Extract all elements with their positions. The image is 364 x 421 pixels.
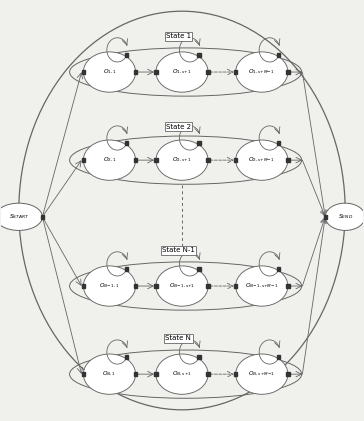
Polygon shape bbox=[125, 267, 128, 271]
Polygon shape bbox=[134, 158, 137, 162]
Ellipse shape bbox=[236, 140, 288, 180]
Polygon shape bbox=[125, 53, 128, 57]
Polygon shape bbox=[82, 158, 85, 162]
Ellipse shape bbox=[156, 52, 208, 92]
Polygon shape bbox=[277, 355, 280, 359]
Polygon shape bbox=[206, 158, 210, 162]
Ellipse shape bbox=[83, 266, 135, 306]
Text: $O_{N\!-\!1,1}$: $O_{N\!-\!1,1}$ bbox=[99, 282, 120, 290]
Polygon shape bbox=[154, 70, 158, 74]
Text: $S_{END}$: $S_{END}$ bbox=[337, 212, 353, 221]
Polygon shape bbox=[324, 215, 327, 218]
Polygon shape bbox=[154, 284, 158, 288]
Ellipse shape bbox=[236, 354, 288, 394]
Text: State 2: State 2 bbox=[166, 124, 191, 130]
Ellipse shape bbox=[156, 266, 208, 306]
Polygon shape bbox=[234, 284, 237, 288]
Polygon shape bbox=[82, 372, 85, 376]
Polygon shape bbox=[277, 53, 280, 57]
Text: $O_{N,s\!+\!M\!-\!1}$: $O_{N,s\!+\!M\!-\!1}$ bbox=[248, 370, 275, 378]
Text: State N: State N bbox=[165, 336, 191, 341]
Polygon shape bbox=[286, 158, 289, 162]
Polygon shape bbox=[197, 53, 201, 57]
Text: $O_{1,1}$: $O_{1,1}$ bbox=[103, 68, 116, 76]
Text: $O_{N\!-\!1,s\!+\!M\!-\!1}$: $O_{N\!-\!1,s\!+\!M\!-\!1}$ bbox=[245, 282, 278, 290]
Ellipse shape bbox=[0, 203, 42, 230]
Text: $O_{N,1}$: $O_{N,1}$ bbox=[103, 370, 116, 378]
Polygon shape bbox=[206, 372, 210, 376]
Ellipse shape bbox=[83, 52, 135, 92]
Text: $S_{START}$: $S_{START}$ bbox=[9, 212, 29, 221]
Polygon shape bbox=[277, 141, 280, 145]
Polygon shape bbox=[134, 372, 137, 376]
Polygon shape bbox=[82, 284, 85, 288]
Text: $O_{N,s\!+\!1}$: $O_{N,s\!+\!1}$ bbox=[172, 370, 192, 378]
Ellipse shape bbox=[236, 266, 288, 306]
Polygon shape bbox=[206, 70, 210, 74]
Polygon shape bbox=[134, 284, 137, 288]
Text: $O_{1,s\!+\!1}$: $O_{1,s\!+\!1}$ bbox=[172, 68, 192, 76]
Text: State 1: State 1 bbox=[166, 33, 191, 39]
Polygon shape bbox=[234, 70, 237, 74]
Ellipse shape bbox=[325, 203, 364, 230]
Text: $O_{2,1}$: $O_{2,1}$ bbox=[103, 156, 116, 164]
Polygon shape bbox=[154, 158, 158, 162]
Text: $O_{N\!-\!1,s\!+\!1}$: $O_{N\!-\!1,s\!+\!1}$ bbox=[169, 282, 195, 290]
Polygon shape bbox=[154, 372, 158, 376]
Ellipse shape bbox=[83, 354, 135, 394]
Text: $O_{2,s\!+\!1}$: $O_{2,s\!+\!1}$ bbox=[172, 156, 192, 164]
Text: $O_{2,s\!+\!M\!-\!1}$: $O_{2,s\!+\!M\!-\!1}$ bbox=[249, 156, 275, 164]
Ellipse shape bbox=[156, 140, 208, 180]
Polygon shape bbox=[286, 284, 289, 288]
Polygon shape bbox=[206, 284, 210, 288]
Polygon shape bbox=[286, 372, 289, 376]
Polygon shape bbox=[125, 141, 128, 145]
Polygon shape bbox=[197, 355, 201, 359]
Polygon shape bbox=[277, 267, 280, 271]
Polygon shape bbox=[125, 355, 128, 359]
Text: $O_{1,s\!+\!M\!-\!1}$: $O_{1,s\!+\!M\!-\!1}$ bbox=[249, 68, 275, 76]
Ellipse shape bbox=[156, 354, 208, 394]
Polygon shape bbox=[234, 372, 237, 376]
Ellipse shape bbox=[83, 140, 135, 180]
Text: State N-1: State N-1 bbox=[162, 248, 195, 253]
Polygon shape bbox=[82, 70, 85, 74]
Polygon shape bbox=[286, 70, 289, 74]
Polygon shape bbox=[197, 141, 201, 145]
Polygon shape bbox=[234, 158, 237, 162]
Ellipse shape bbox=[236, 52, 288, 92]
Polygon shape bbox=[41, 215, 44, 218]
Polygon shape bbox=[197, 267, 201, 271]
Polygon shape bbox=[134, 70, 137, 74]
